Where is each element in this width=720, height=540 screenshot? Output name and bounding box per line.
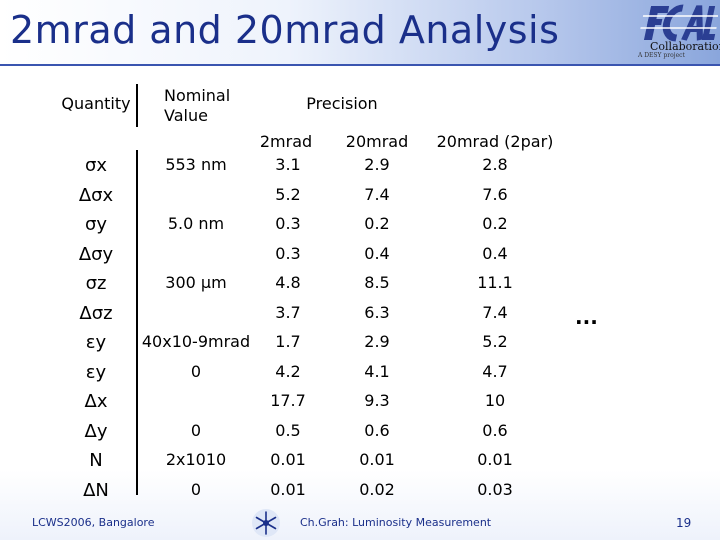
quantity-cell: ΔN — [83, 479, 109, 501]
quantity-cell: Δσx — [78, 184, 114, 206]
value-2mrad-cell: 0.01 — [270, 450, 306, 469]
value-20mrad-cell: 0.2 — [364, 214, 390, 233]
table-divider-top — [136, 84, 138, 127]
value-20mrad-2par-cell: 10 — [484, 391, 506, 410]
quantity-cell: Δσz — [79, 302, 113, 324]
quantity-cell: σy — [84, 214, 108, 235]
value-2mrad-cell: 4.8 — [275, 273, 301, 292]
fcal-logo-icon — [640, 4, 718, 42]
value-20mrad-2par-cell: 7.6 — [482, 184, 508, 204]
value-20mrad-cell: 7.4 — [364, 184, 390, 204]
value-20mrad-2par-cell: 0.03 — [477, 479, 513, 499]
snowflake-logo-icon — [252, 509, 280, 537]
value-20mrad-2par-cell: 11.1 — [477, 273, 513, 292]
value-20mrad-cell: 8.5 — [364, 273, 390, 292]
value-20mrad-2par-cell: 0.6 — [482, 420, 508, 440]
value-2mrad-cell: 4.2 — [275, 361, 301, 381]
value-20mrad-cell: 2.9 — [364, 155, 390, 174]
nominal-cell: 0 — [190, 361, 202, 381]
header-divider — [0, 64, 720, 66]
value-20mrad-2par-cell: 4.7 — [482, 361, 508, 381]
nominal-cell: 300 μm — [165, 273, 227, 292]
value-2mrad-cell: 17.7 — [270, 391, 306, 410]
value-20mrad-cell: 0.4 — [364, 243, 390, 263]
value-20mrad-cell: 4.1 — [364, 361, 390, 381]
quantity-cell: σx — [84, 155, 108, 176]
footer-author-topic: Ch.Grah: Luminosity Measurement — [300, 516, 492, 529]
quantity-cell: Δx — [84, 391, 108, 412]
value-2mrad-cell: 0.01 — [270, 479, 306, 499]
nominal-cell: 5.0 nm — [167, 214, 225, 233]
value-20mrad-2par-cell: 0.2 — [482, 214, 508, 233]
logo-subtext: A DESY project — [638, 52, 685, 59]
nominal-cell: 40x10-9mrad — [141, 332, 251, 351]
quantity-cell: Δσy — [78, 243, 114, 265]
value-20mrad-cell: 0.01 — [359, 450, 395, 469]
value-2mrad-cell: 1.7 — [275, 332, 301, 351]
header-quantity: Quantity — [61, 94, 131, 113]
slide-title: 2mrad and 20mrad Analysis — [10, 8, 560, 52]
quantity-cell: N — [89, 450, 103, 471]
header-precision: Precision — [306, 94, 378, 113]
nominal-cell: 0 — [190, 420, 202, 440]
footer-conference: LCWS2006, Bangalore — [32, 516, 155, 529]
ellipsis: ... — [575, 305, 598, 329]
value-20mrad-cell: 2.9 — [364, 332, 390, 351]
value-20mrad-cell: 0.02 — [359, 479, 395, 499]
value-2mrad-cell: 0.3 — [275, 243, 301, 263]
nominal-cell: 553 nm — [165, 155, 227, 174]
subheader-20mrad-2par: 20mrad (2par) — [436, 132, 554, 151]
table-divider — [136, 150, 138, 495]
value-20mrad-2par-cell: 2.8 — [482, 155, 508, 174]
page-number: 19 — [676, 516, 692, 530]
value-20mrad-cell: 0.6 — [364, 420, 390, 440]
quantity-cell: εy — [85, 361, 107, 383]
value-20mrad-2par-cell: 0.4 — [482, 243, 508, 263]
logo-text: Collaboration — [650, 40, 720, 53]
value-2mrad-cell: 5.2 — [275, 184, 301, 204]
value-2mrad-cell: 0.5 — [275, 420, 301, 440]
nominal-cell: 0 — [190, 479, 202, 499]
value-20mrad-2par-cell: 5.2 — [482, 332, 508, 351]
value-20mrad-2par-cell: 7.4 — [482, 302, 508, 322]
quantity-cell: Δy — [84, 420, 108, 442]
subheader-2mrad: 2mrad — [259, 132, 313, 151]
value-20mrad-cell: 6.3 — [364, 302, 390, 322]
subheader-20mrad: 20mrad — [345, 132, 409, 151]
header-nominal-line1: Nominal — [164, 86, 231, 105]
value-2mrad-cell: 3.7 — [275, 302, 301, 322]
value-20mrad-2par-cell: 0.01 — [477, 450, 513, 469]
value-2mrad-cell: 0.3 — [275, 214, 301, 233]
value-20mrad-cell: 9.3 — [364, 391, 390, 410]
nominal-cell: 2x1010 — [165, 450, 227, 469]
quantity-cell: εy — [85, 332, 107, 353]
header-nominal-line2: Value — [164, 106, 208, 125]
quantity-cell: σz — [85, 273, 107, 294]
header-bar — [0, 0, 720, 64]
value-2mrad-cell: 3.1 — [275, 155, 301, 174]
